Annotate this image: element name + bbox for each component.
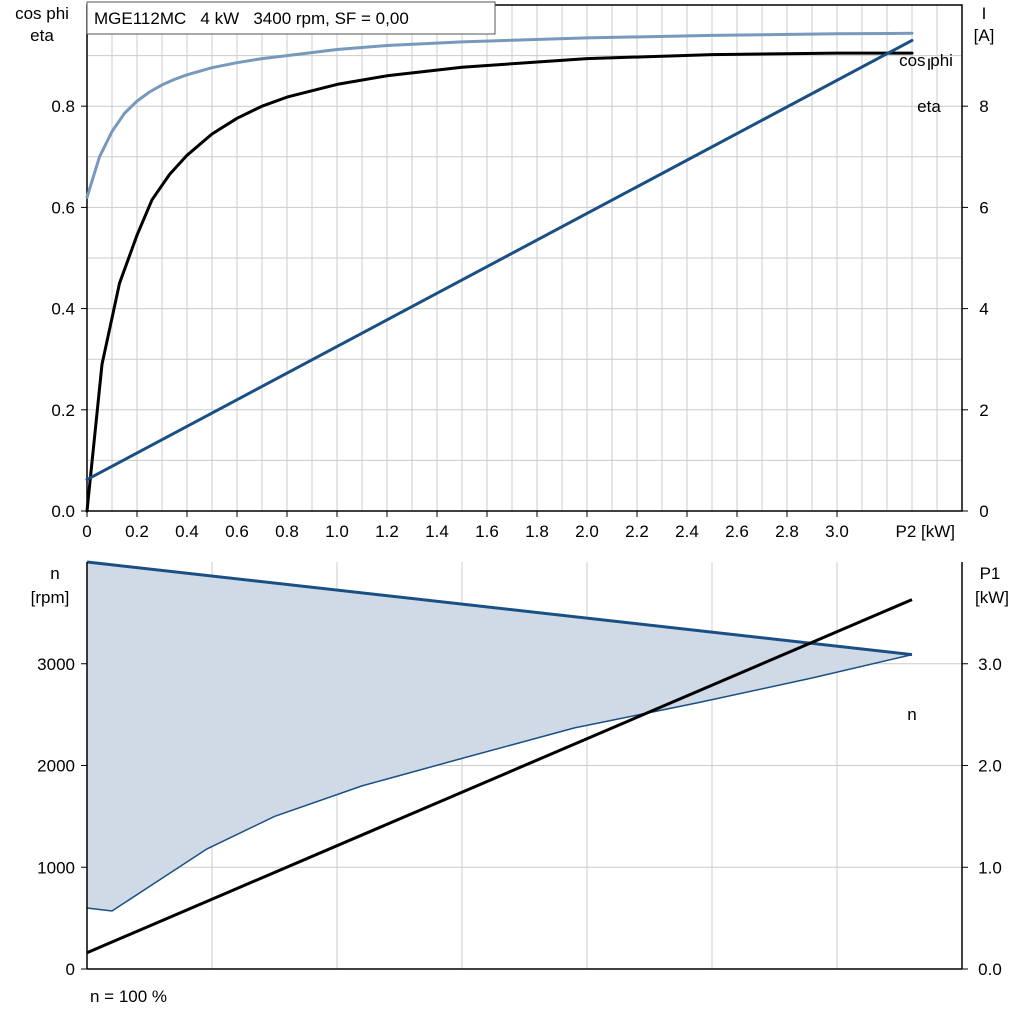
series-label-cos-phi: cos phi xyxy=(899,51,953,70)
x-tick-label: 0 xyxy=(82,522,91,541)
x-tick-label: 0.4 xyxy=(175,522,199,541)
x-tick-label: 2.4 xyxy=(675,522,699,541)
x-tick-label: 0.8 xyxy=(275,522,299,541)
y-tick-label-left: 3000 xyxy=(37,655,75,674)
y-axis-label-speed: n xyxy=(50,564,59,583)
series-line-cos-phi xyxy=(85,31,914,199)
x-tick-label: 2.6 xyxy=(725,522,749,541)
y-tick-label-right: 1.0 xyxy=(978,858,1002,877)
y-tick-label-right: 6 xyxy=(979,198,988,217)
top-chart: 0 0.2 0.4 0.6 0.8 1.0 1.2 1.4 1.6 1.8 2.0 2.2 2.4 2.6… xyxy=(15,1,995,541)
x-tick-label: 2.0 xyxy=(575,522,599,541)
series-label-speed: n xyxy=(907,705,916,724)
y-axis-label-speed-unit: [rpm] xyxy=(31,588,70,607)
y-axis-label-eta: eta xyxy=(30,26,54,45)
y-tick-label-right: 3.0 xyxy=(978,655,1002,674)
series-label-eta: eta xyxy=(917,97,941,116)
y-axis-label-p1-unit: [kW] xyxy=(975,588,1009,607)
x-tick-label: 1.2 xyxy=(375,522,399,541)
y-tick-label-left: 0.8 xyxy=(51,97,75,116)
y-tick-label-right: 8 xyxy=(979,97,988,116)
series-label-current: I xyxy=(927,55,932,74)
y-tick-label-left: 2000 xyxy=(37,757,75,776)
y-tick-label-left: 0.2 xyxy=(51,401,75,420)
x-tick-label: 3.0 xyxy=(825,522,849,541)
y-tick-label-left: 0.4 xyxy=(51,300,75,319)
x-tick-label: 2.2 xyxy=(625,522,649,541)
x-tick-label: 1.8 xyxy=(525,522,549,541)
y-tick-label-right: 0 xyxy=(979,502,988,521)
speed-upper-line xyxy=(86,560,913,657)
series-line-eta xyxy=(85,51,914,513)
y-tick-label-left: 0 xyxy=(66,960,75,979)
speed-range-area xyxy=(87,562,912,911)
x-tick-label: 2.8 xyxy=(775,522,799,541)
y-tick-label-left: 0.0 xyxy=(51,502,75,521)
series-line-p1 xyxy=(86,598,913,955)
y-tick-label-left: 1000 xyxy=(37,858,75,877)
x-axis-label: P2 [kW] xyxy=(895,522,955,541)
y-axis-label-current-unit: [A] xyxy=(974,26,995,45)
x-tick-label: 1.4 xyxy=(425,522,449,541)
bottom-chart: 0 1000 2000 3000 0.0 1.0 2.0 3.0 n [rpm] P1 [kW] n n … xyxy=(31,560,1009,1006)
series-line-i xyxy=(85,38,914,482)
y-axis-label-p1: P1 xyxy=(980,564,1001,583)
y-tick-label-left: 0.6 xyxy=(51,198,75,217)
x-tick-label: 1.6 xyxy=(475,522,499,541)
y-tick-label-right: 2.0 xyxy=(978,757,1002,776)
y-tick-label-right: 4 xyxy=(979,300,988,319)
plot-frame-top xyxy=(86,4,963,512)
y-tick-label-right: 0.0 xyxy=(978,960,1002,979)
title-box-border xyxy=(86,1,496,35)
chart-title: MGE112MC 4 kW 3400 rpm, SF = 0,00 xyxy=(94,9,409,28)
y-tick-label-right: 2 xyxy=(979,401,988,420)
x-tick-label: 1.0 xyxy=(325,522,349,541)
x-tick-label: 0.6 xyxy=(225,522,249,541)
x-tick-label: 0.2 xyxy=(125,522,149,541)
speed-lower-line xyxy=(86,653,913,912)
y-axis-label-current: I xyxy=(982,4,987,23)
chart-title-box: MGE112MC 4 kW 3400 rpm, SF = 0,00 xyxy=(86,1,496,35)
y-axis-label-cos-phi: cos phi xyxy=(15,4,69,23)
footnote-speed: n = 100 % xyxy=(90,987,167,1006)
